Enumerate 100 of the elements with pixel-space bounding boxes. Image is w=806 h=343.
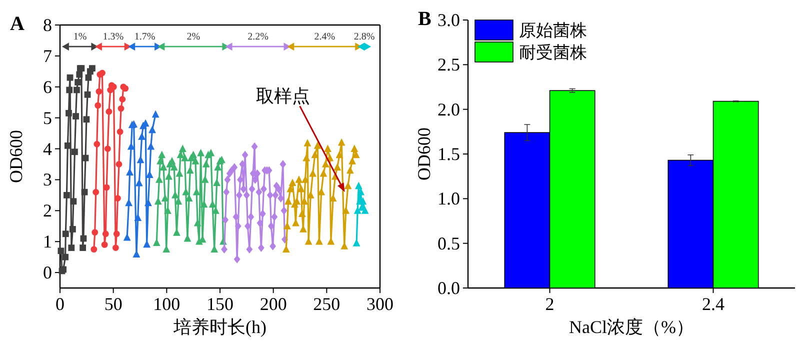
point xyxy=(346,166,354,174)
point xyxy=(232,212,240,222)
point xyxy=(338,138,346,146)
point xyxy=(94,102,102,109)
point xyxy=(72,148,78,156)
y-tick-label: 0.5 xyxy=(438,233,460,254)
point xyxy=(224,176,231,184)
annotation: 1.3% xyxy=(102,32,124,43)
point xyxy=(284,222,291,230)
annotation: 1% xyxy=(73,32,87,43)
point xyxy=(101,241,108,248)
y-tick-label: 1.5 xyxy=(438,144,460,164)
point xyxy=(280,206,288,215)
point xyxy=(68,244,75,251)
y-tick-label: 3.0 xyxy=(438,10,460,30)
point xyxy=(102,230,109,238)
x-tick-label: 100 xyxy=(153,294,180,314)
point xyxy=(96,88,102,95)
point xyxy=(170,163,178,171)
point xyxy=(320,169,328,177)
point xyxy=(243,190,250,200)
legend-label: 耐受菌株 xyxy=(519,43,587,62)
point xyxy=(318,188,326,196)
point xyxy=(222,216,229,224)
point xyxy=(89,65,96,72)
point xyxy=(251,142,258,151)
point xyxy=(248,184,256,194)
point xyxy=(246,245,253,254)
point xyxy=(334,163,342,171)
point xyxy=(161,194,169,202)
point xyxy=(314,141,322,149)
point xyxy=(271,212,278,222)
point xyxy=(200,200,208,208)
x-axis-title: 培养时长(h) xyxy=(172,317,266,337)
point xyxy=(252,176,258,184)
point xyxy=(256,188,262,196)
annotation: 2.2% xyxy=(248,32,268,43)
point xyxy=(62,230,69,238)
point xyxy=(223,188,230,196)
annotation: 2.4% xyxy=(314,32,336,43)
annotation: 取样点 xyxy=(256,86,310,106)
point xyxy=(81,188,88,196)
point xyxy=(278,194,284,202)
point xyxy=(119,96,126,102)
point xyxy=(83,116,90,123)
point xyxy=(309,169,316,177)
point xyxy=(116,128,124,135)
point xyxy=(322,160,330,168)
point xyxy=(92,229,98,236)
point xyxy=(268,222,274,230)
point xyxy=(306,190,314,198)
point xyxy=(160,163,168,171)
x-tick-label: 2.4 xyxy=(702,294,724,314)
point xyxy=(99,70,106,76)
point xyxy=(202,160,210,168)
x-tick-label: 50 xyxy=(104,294,122,314)
point xyxy=(62,254,69,260)
point xyxy=(104,146,111,152)
point xyxy=(288,178,296,186)
point xyxy=(156,176,163,183)
point xyxy=(256,218,264,228)
point xyxy=(69,226,76,232)
y-axis-title: OD600 xyxy=(414,128,434,180)
point xyxy=(342,206,350,214)
point xyxy=(300,197,308,205)
point xyxy=(237,176,244,184)
point xyxy=(66,110,72,116)
x-tick-label: 250 xyxy=(313,294,340,314)
point xyxy=(248,212,254,222)
point xyxy=(80,244,86,251)
point xyxy=(234,222,242,230)
y-tick-label: 4 xyxy=(43,138,52,159)
point xyxy=(304,138,312,146)
x-tick-label: 300 xyxy=(366,294,394,314)
point xyxy=(74,86,80,94)
point xyxy=(240,184,247,194)
point xyxy=(295,176,303,183)
annotation: 1.7% xyxy=(134,32,156,43)
point xyxy=(350,144,358,152)
point xyxy=(84,91,91,98)
y-tick-label: 5 xyxy=(43,108,52,128)
point xyxy=(336,150,344,158)
point xyxy=(64,142,71,149)
point xyxy=(112,244,119,251)
point xyxy=(311,150,319,158)
point xyxy=(280,160,286,168)
legend-label: 原始菌株 xyxy=(519,21,587,40)
point xyxy=(134,214,142,221)
point xyxy=(94,140,100,148)
annotation: 2.8% xyxy=(354,32,375,43)
point xyxy=(258,244,264,252)
chart-title: B xyxy=(418,8,432,30)
x-tick-label: 2 xyxy=(545,294,554,314)
x-axis-title: NaCl浓度（%） xyxy=(569,317,694,337)
point xyxy=(214,163,222,171)
point xyxy=(302,176,310,183)
point xyxy=(116,161,122,168)
point xyxy=(138,132,146,140)
point xyxy=(213,178,220,186)
point xyxy=(146,170,154,178)
